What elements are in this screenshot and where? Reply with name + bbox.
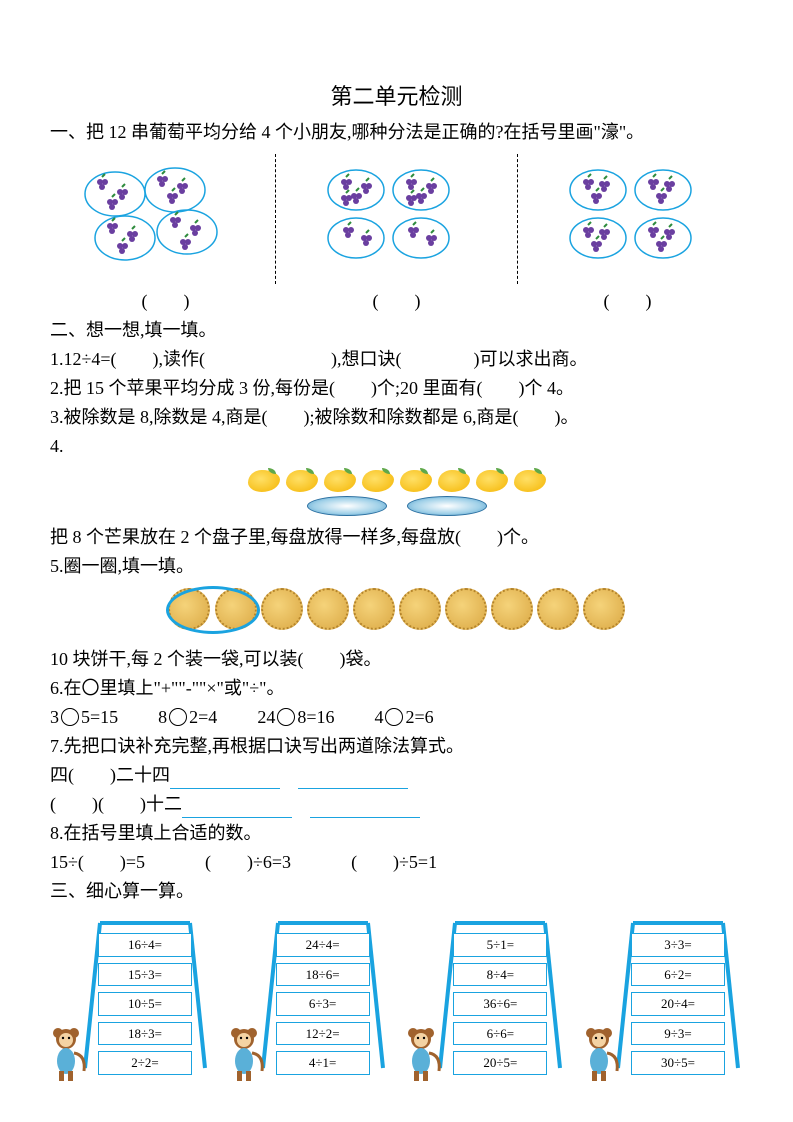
op-expr-2: 82=4: [158, 704, 217, 731]
rung: 5÷1=: [453, 933, 547, 957]
divider: [517, 154, 518, 284]
q2-l4num: 4.: [50, 433, 743, 460]
q2-l7b: ( )( )十二: [50, 791, 743, 818]
rung: 12÷2=: [276, 1022, 370, 1046]
q2-l7a: 四( )二十四: [50, 762, 743, 789]
mango-icon: [400, 470, 432, 492]
mango-icon: [286, 470, 318, 492]
cookies-row: [50, 588, 743, 638]
circle-ring-icon: [166, 586, 260, 634]
monkey-icon: [399, 1023, 443, 1083]
cookie-icon: [261, 588, 303, 630]
divider: [275, 154, 276, 284]
rung: 20÷4=: [631, 992, 725, 1016]
q2-l8: 8.在括号里填上合适的数。: [50, 820, 743, 847]
cookie-icon: [353, 588, 395, 630]
rung: 3÷3=: [631, 933, 725, 957]
ladder-3: 5÷1= 8÷4= 36÷6= 6÷6= 20÷5=: [405, 913, 565, 1083]
mango-icon: [324, 470, 356, 492]
rung: 16÷4=: [98, 933, 192, 957]
grape-option-1: [65, 164, 245, 284]
q3-head: 三、细心算一算。: [50, 878, 743, 905]
mango-icon: [514, 470, 546, 492]
rung: 36÷6=: [453, 992, 547, 1016]
mango-icon: [438, 470, 470, 492]
monkey-icon: [44, 1023, 88, 1083]
q2-l5: 5.圈一圈,填一填。: [50, 553, 743, 580]
q8-c: ( )÷5=1: [351, 849, 437, 876]
q1-illustration: [50, 154, 743, 284]
q2-l7: 7.先把口诀补充完整,再根据口诀写出两道除法算式。: [50, 733, 743, 760]
monkey-icon: [577, 1023, 621, 1083]
rung: 15÷3=: [98, 963, 192, 987]
ladders-row: 16÷4= 15÷3= 10÷5= 18÷3= 2÷2=: [50, 913, 743, 1083]
q2-l6-row: 35=15 82=4 248=16 42=6: [50, 704, 743, 731]
grape-option-2: [306, 164, 486, 284]
q2-head: 二、想一想,填一填。: [50, 317, 743, 344]
ladder-1: 16÷4= 15÷3= 10÷5= 18÷3= 2÷2=: [50, 913, 210, 1083]
rung: 30÷5=: [631, 1051, 725, 1075]
rung: 6÷2=: [631, 963, 725, 987]
rung: 9÷3=: [631, 1022, 725, 1046]
grape-svg-3: [558, 164, 718, 284]
q2-l1: 1.12÷4=( ),读作( ),想口诀( )可以求出商。: [50, 346, 743, 373]
blank-line: [298, 767, 408, 789]
q2-l6: 6.在〇里填上"+""-""×"或"÷"。: [50, 675, 743, 702]
op-expr-3: 248=16: [257, 704, 334, 731]
ladder-4: 3÷3= 6÷2= 20÷4= 9÷3= 30÷5=: [583, 913, 743, 1083]
circle-blank-icon: [61, 708, 79, 726]
grape-option-3: [548, 164, 728, 284]
paren-3: ( ): [538, 288, 718, 315]
plate-icon: [407, 496, 487, 516]
page-title: 第二单元检测: [50, 80, 743, 113]
mango-icon: [476, 470, 508, 492]
op-expr-1: 35=15: [50, 704, 118, 731]
rung: 10÷5=: [98, 992, 192, 1016]
monkey-icon: [222, 1023, 266, 1083]
q2-l3: 3.被除数是 8,除数是 4,商是( );被除数和除数都是 6,商是( )。: [50, 404, 743, 431]
mango-icon: [362, 470, 394, 492]
cookie-icon: [445, 588, 487, 630]
rung: 2÷2=: [98, 1051, 192, 1075]
mango-icon: [248, 470, 280, 492]
grape-svg-2: [316, 164, 476, 284]
paren-1: ( ): [76, 288, 256, 315]
rung: 18÷3=: [98, 1022, 192, 1046]
q2-l4text: 把 8 个芒果放在 2 个盘子里,每盘放得一样多,每盘放( )个。: [50, 524, 743, 551]
rung: 6÷3=: [276, 992, 370, 1016]
blank-line: [182, 796, 292, 818]
rung: 18÷6=: [276, 963, 370, 987]
q8-b: ( )÷6=3: [205, 849, 291, 876]
plates-row: [50, 496, 743, 516]
q1-prompt: 一、把 12 串葡萄平均分给 4 个小朋友,哪种分法是正确的?在括号里画"濠"。: [50, 119, 743, 146]
grape-svg-1: [75, 164, 235, 284]
op-expr-4: 42=6: [374, 704, 433, 731]
blank-line: [170, 767, 280, 789]
plate-icon: [307, 496, 387, 516]
cookie-icon: [491, 588, 533, 630]
blank-line: [310, 796, 420, 818]
paren-2: ( ): [307, 288, 487, 315]
rung: 8÷4=: [453, 963, 547, 987]
rung: 6÷6=: [453, 1022, 547, 1046]
q8-a: 15÷( )=5: [50, 849, 145, 876]
q2-l5text: 10 块饼干,每 2 个装一袋,可以装( )袋。: [50, 646, 743, 673]
circle-blank-icon: [385, 708, 403, 726]
cookie-icon: [307, 588, 349, 630]
q2-l2: 2.把 15 个苹果平均分成 3 份,每份是( )个;20 里面有( )个 4。: [50, 375, 743, 402]
q2-l8-row: 15÷( )=5 ( )÷6=3 ( )÷5=1: [50, 849, 743, 876]
circle-blank-icon: [169, 708, 187, 726]
rung: 20÷5=: [453, 1051, 547, 1075]
ladder-2: 24÷4= 18÷6= 6÷3= 12÷2= 4÷1=: [228, 913, 388, 1083]
rung: 24÷4=: [276, 933, 370, 957]
q1-parens: ( ) ( ) ( ): [50, 288, 743, 315]
cookie-icon: [399, 588, 441, 630]
cookie-icon: [537, 588, 579, 630]
mango-row: [50, 470, 743, 492]
rung: 4÷1=: [276, 1051, 370, 1075]
circle-blank-icon: [277, 708, 295, 726]
cookie-icon: [583, 588, 625, 630]
